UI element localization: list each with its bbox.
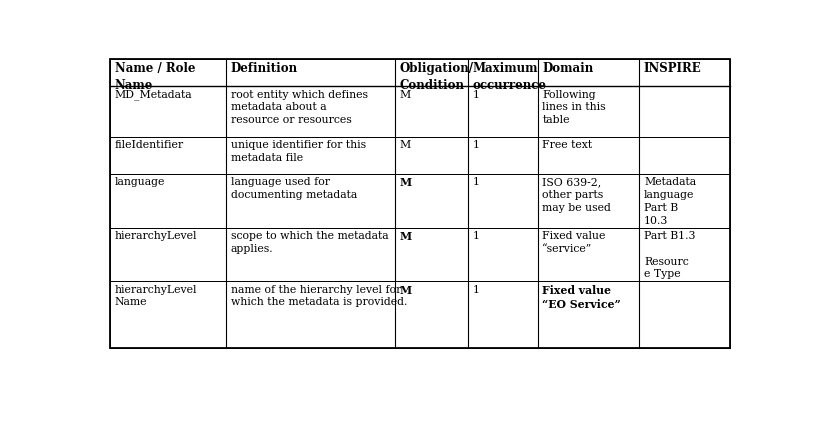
Text: unique identifier for this
metadata file: unique identifier for this metadata file <box>231 140 365 163</box>
Text: language: language <box>115 177 165 187</box>
Bar <box>395 59 468 87</box>
Text: Metadata
language
Part B
10.3: Metadata language Part B 10.3 <box>643 177 695 226</box>
Bar <box>110 59 226 87</box>
Bar <box>468 281 537 348</box>
Bar <box>395 87 468 137</box>
Text: M: M <box>399 231 411 242</box>
Text: Name / Role
Name: Name / Role Name <box>115 62 195 92</box>
Text: Fixed value
“service”: Fixed value “service” <box>541 231 605 254</box>
Text: M: M <box>399 284 411 295</box>
Text: Following
lines in this
table: Following lines in this table <box>541 89 605 125</box>
Bar <box>110 281 226 348</box>
Bar <box>639 228 730 281</box>
Bar <box>537 87 639 137</box>
Bar <box>395 281 468 348</box>
Bar <box>639 137 730 174</box>
Bar <box>226 174 395 228</box>
Bar <box>395 228 468 281</box>
Text: scope to which the metadata
applies.: scope to which the metadata applies. <box>231 231 388 254</box>
Bar <box>639 281 730 348</box>
Text: INSPIRE: INSPIRE <box>643 62 701 75</box>
Text: Fixed value
“EO Service”: Fixed value “EO Service” <box>541 284 620 310</box>
Bar <box>226 137 395 174</box>
Bar <box>395 137 468 174</box>
Bar <box>537 137 639 174</box>
Text: M: M <box>399 89 410 100</box>
Bar <box>226 281 395 348</box>
Bar <box>226 59 395 87</box>
Bar <box>468 87 537 137</box>
Text: 1: 1 <box>472 231 479 241</box>
Text: M: M <box>399 177 411 188</box>
Text: hierarchyLevel: hierarchyLevel <box>115 231 197 241</box>
Bar <box>110 228 226 281</box>
Bar <box>537 281 639 348</box>
Bar <box>226 228 395 281</box>
Text: Domain: Domain <box>541 62 593 75</box>
Bar <box>468 59 537 87</box>
Text: Part B1.3

Resourc
e Type: Part B1.3 Resourc e Type <box>643 231 695 279</box>
Text: Definition: Definition <box>231 62 297 75</box>
Text: Maximum
occurrence: Maximum occurrence <box>472 62 545 92</box>
Bar <box>639 59 730 87</box>
Bar <box>468 174 537 228</box>
Bar <box>468 228 537 281</box>
Text: 1: 1 <box>472 284 479 295</box>
Text: MD_Metadata: MD_Metadata <box>115 89 192 100</box>
Bar <box>226 87 395 137</box>
Text: Obligation/
Condition: Obligation/ Condition <box>399 62 473 92</box>
Bar <box>110 87 226 137</box>
Bar <box>537 59 639 87</box>
Bar <box>639 87 730 137</box>
Bar <box>110 137 226 174</box>
Text: M: M <box>399 140 410 150</box>
Text: ISO 639-2,
other parts
may be used: ISO 639-2, other parts may be used <box>541 177 610 213</box>
Bar <box>537 174 639 228</box>
Text: Free text: Free text <box>541 140 591 150</box>
Text: 1: 1 <box>472 89 479 100</box>
Text: language used for
documenting metadata: language used for documenting metadata <box>231 177 357 200</box>
Text: 1: 1 <box>472 140 479 150</box>
Bar <box>395 174 468 228</box>
Text: name of the hierarchy level for
which the metadata is provided.: name of the hierarchy level for which th… <box>231 284 407 307</box>
Text: hierarchyLevel
Name: hierarchyLevel Name <box>115 284 197 307</box>
Bar <box>110 174 226 228</box>
Text: 1: 1 <box>472 177 479 187</box>
Bar <box>537 228 639 281</box>
Bar <box>639 174 730 228</box>
Bar <box>468 137 537 174</box>
Text: fileIdentifier: fileIdentifier <box>115 140 183 150</box>
Text: root entity which defines
metadata about a
resource or resources: root entity which defines metadata about… <box>231 89 368 125</box>
Bar <box>110 59 730 348</box>
